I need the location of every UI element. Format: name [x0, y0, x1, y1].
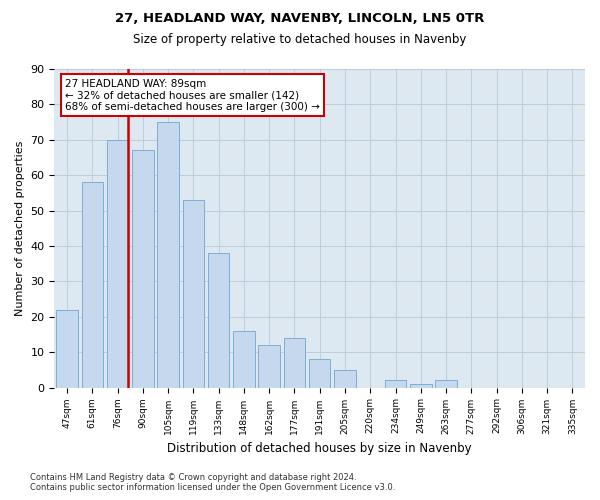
Bar — [259, 345, 280, 388]
Bar — [56, 310, 78, 388]
Bar — [157, 122, 179, 388]
Bar — [208, 253, 229, 388]
Bar — [284, 338, 305, 388]
Bar — [410, 384, 431, 388]
Bar — [233, 331, 254, 388]
Bar — [132, 150, 154, 388]
Bar — [385, 380, 406, 388]
X-axis label: Distribution of detached houses by size in Navenby: Distribution of detached houses by size … — [167, 442, 472, 455]
Bar — [435, 380, 457, 388]
Bar — [107, 140, 128, 388]
Bar — [334, 370, 356, 388]
Y-axis label: Number of detached properties: Number of detached properties — [15, 140, 25, 316]
Text: Contains HM Land Registry data © Crown copyright and database right 2024.
Contai: Contains HM Land Registry data © Crown c… — [30, 473, 395, 492]
Bar — [309, 360, 331, 388]
Bar — [182, 200, 204, 388]
Text: Size of property relative to detached houses in Navenby: Size of property relative to detached ho… — [133, 32, 467, 46]
Bar — [82, 182, 103, 388]
Text: 27 HEADLAND WAY: 89sqm
← 32% of detached houses are smaller (142)
68% of semi-de: 27 HEADLAND WAY: 89sqm ← 32% of detached… — [65, 78, 320, 112]
Text: 27, HEADLAND WAY, NAVENBY, LINCOLN, LN5 0TR: 27, HEADLAND WAY, NAVENBY, LINCOLN, LN5 … — [115, 12, 485, 26]
